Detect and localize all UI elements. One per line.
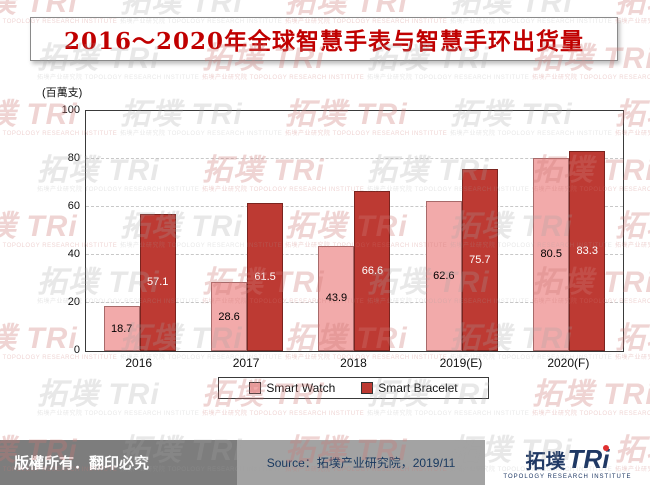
logo-tri-text: TRi	[567, 443, 610, 474]
bar-smart-watch: 18.7	[103, 306, 140, 351]
bar-value-label: 83.3	[576, 245, 598, 258]
title-box: 2016～2020年全球智慧手表与智慧手环出货量	[30, 17, 618, 61]
legend-label: Smart Bracelet	[378, 381, 458, 395]
bar-smart-bracelet: 61.5	[247, 203, 284, 351]
bar-value-label: 62.6	[433, 269, 455, 282]
bar-value-label: 66.6	[361, 265, 384, 278]
legend-item: Smart Bracelet	[361, 381, 458, 395]
x-axis-labels: 2016 2017 2018 2019(E) 2020(F)	[85, 356, 622, 370]
y-tick-label: 100	[61, 104, 80, 116]
bar-value-label: 28.6	[218, 310, 240, 323]
gridline	[86, 158, 623, 159]
footer-copyright: 版權所有．翻印必究	[0, 440, 237, 485]
bar-smart-watch: 43.9	[318, 245, 355, 351]
bar-group: 43.9 66.6	[318, 111, 391, 351]
bar-value-label: 43.9	[325, 292, 348, 305]
x-axis-label: 2020(F)	[547, 356, 590, 370]
bar-smart-bracelet: 57.1	[139, 213, 176, 351]
bar-value-label: 57.1	[146, 276, 169, 289]
bar-smart-bracelet: 66.6	[354, 191, 391, 351]
legend-marker-icon	[361, 382, 374, 394]
legend-item: Smart Watch	[249, 381, 335, 395]
bar-smart-bracelet: 75.7	[461, 169, 498, 351]
bar-smart-watch: 80.5	[533, 157, 570, 351]
bar-group: 18.7 57.1	[103, 111, 176, 351]
logo-chinese-text: 拓墣	[525, 450, 566, 473]
x-axis-label: 2016	[125, 356, 153, 370]
bar-value-label: 80.5	[540, 248, 562, 261]
y-tick-label: 60	[67, 200, 80, 212]
bar-smart-bracelet: 83.3	[569, 151, 606, 351]
footer-logo: 拓墣 TRi TOPOLOGY RESEARCH INSTITUTE	[485, 440, 650, 485]
legend: Smart Watch Smart Bracelet	[85, 377, 622, 399]
copyright-text: 版權所有．翻印必究	[14, 455, 150, 472]
bar-value-label: 61.5	[254, 271, 276, 284]
x-axis-label: 2017	[232, 356, 260, 370]
bar-group: 28.6 61.5	[211, 111, 284, 351]
x-axis-label: 2018	[340, 356, 367, 370]
legend-box: Smart Watch Smart Bracelet	[218, 377, 489, 399]
y-axis-ticks: 100 80 60 40 20 0	[44, 103, 80, 357]
y-tick-label: 0	[73, 344, 80, 356]
logo-subtext: TOPOLOGY RESEARCH INSTITUTE	[503, 473, 632, 480]
plot-area: 18.7 57.1 28.6 61.5 43.9 66.6 62.6 75.7 80.5 83.3	[85, 110, 624, 352]
bar-group: 80.5 83.3	[533, 111, 606, 351]
legend-marker-icon	[249, 382, 262, 394]
bar-smart-watch: 28.6	[211, 282, 248, 351]
source-text: Source：拓墣产业研究院，2019/11	[266, 456, 456, 470]
legend-label: Smart Watch	[266, 381, 336, 395]
y-axis-unit-label: (百萬支)	[42, 87, 83, 99]
chart-title: 2016～2020年全球智慧手表与智慧手环出货量	[63, 28, 585, 55]
y-tick-label: 20	[67, 296, 80, 308]
x-axis-label: 2019(E)	[439, 356, 483, 370]
bar-value-label: 18.7	[110, 322, 133, 335]
bar-group: 62.6 75.7	[425, 111, 498, 351]
bar-value-label: 75.7	[469, 254, 491, 267]
tri-logo: 拓墣 TRi	[525, 443, 610, 474]
bar-smart-watch: 62.6	[425, 200, 462, 351]
y-tick-label: 40	[67, 248, 80, 260]
footer-source: Source：拓墣产业研究院，2019/11	[237, 440, 485, 485]
y-tick-label: 80	[67, 152, 80, 164]
